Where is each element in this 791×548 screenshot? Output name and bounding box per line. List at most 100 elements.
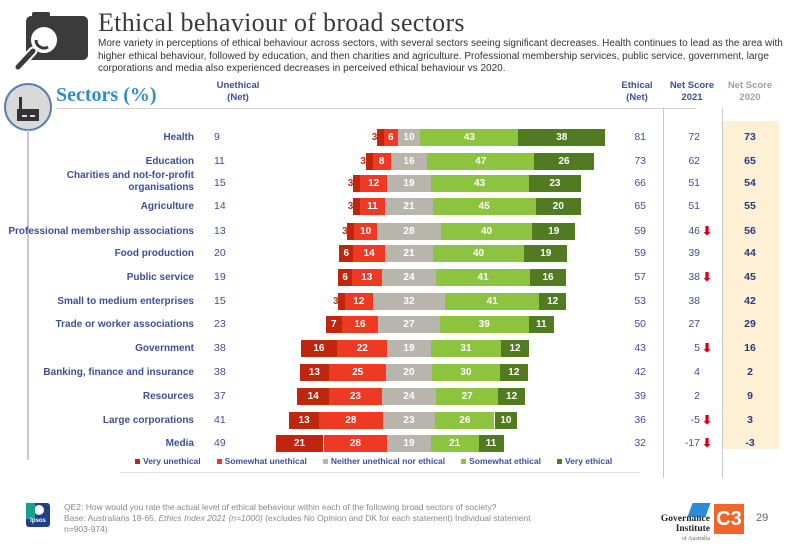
bar-data-label: 24 <box>403 391 415 402</box>
legend-label: Very unethical <box>143 456 201 466</box>
bar-data-label: 16 <box>354 319 366 330</box>
unethical-net-value: 15 <box>214 177 226 189</box>
bar-segment-very-ethical: 12 <box>538 293 567 310</box>
bar-segment-very-ethical: 11 <box>478 435 504 452</box>
bar-data-label: 28 <box>403 226 415 237</box>
bar-data-label: 16 <box>542 272 554 283</box>
bar-segment-neither: 28 <box>377 223 441 240</box>
net-score-2021-value: 51 <box>688 200 700 212</box>
bar-segment-very-unethical: 14 <box>297 388 330 405</box>
section-divider <box>56 108 696 109</box>
unethical-net-value: 14 <box>214 200 226 212</box>
net-score-2020-value: 44 <box>744 247 756 259</box>
bar-data-label: 41 <box>477 272 489 283</box>
bar-data-label: 13 <box>308 367 320 378</box>
ethical-net-value: 65 <box>634 200 646 212</box>
bar-data-label: 23 <box>549 178 561 189</box>
ethical-net-value: 32 <box>634 437 646 449</box>
bar-segment-very-unethical: 13 <box>299 364 330 381</box>
bar-segment-somewhat-ethical: 41 <box>445 293 539 310</box>
bar-segment-somewhat-unethical: 25 <box>329 364 387 381</box>
bar-segment-very-unethical: 6 <box>339 245 354 262</box>
net-score-2021-value: -17 <box>684 437 700 449</box>
bar-segment-very-ethical: 19 <box>532 223 576 240</box>
bar-segment-somewhat-unethical: 28 <box>323 435 388 452</box>
bar-segment-somewhat-unethical: 28 <box>318 412 383 429</box>
row-label: Charities and not-for-profit organisation… <box>66 170 194 193</box>
bar-data-label: 31 <box>460 343 472 354</box>
bar-data-label: 11 <box>535 319 547 330</box>
bar-data-label: 19 <box>403 343 415 354</box>
decrease-arrow-icon: ⬇ <box>702 270 713 284</box>
bar-segment-somewhat-ethical: 21 <box>430 435 479 452</box>
unethical-net-value: 19 <box>214 271 226 283</box>
bar-segment-very-ethical: 19 <box>524 245 568 262</box>
net-score-2020-value: 29 <box>744 318 756 330</box>
bar-segment-neither: 23 <box>382 412 436 429</box>
bar-data-label: 6 <box>342 272 348 283</box>
net-score-2021-value: -5 <box>690 414 700 426</box>
bar-data-label: 21 <box>293 438 306 449</box>
legend-label: Somewhat ethical <box>469 456 541 466</box>
net-score-2021-value: 38 <box>688 271 700 283</box>
bar-data-label: 16 <box>403 156 415 167</box>
bar-segment-neither: 19 <box>387 435 431 452</box>
bar-data-label: 21 <box>449 438 461 449</box>
bar-data-label: 16 <box>313 343 325 354</box>
bar-segment-somewhat-ethical: 41 <box>436 269 530 286</box>
bar-data-label: 19 <box>403 178 415 189</box>
row-label: Large corporations <box>102 415 194 426</box>
bar-data-label: 13 <box>298 415 310 426</box>
ethical-net-value: 36 <box>634 414 646 426</box>
camera-magnifier-icon <box>8 10 90 72</box>
legend-swatch <box>216 458 222 464</box>
ethical-net-value: 59 <box>634 247 646 259</box>
bar-segment-very-ethical: 20 <box>535 198 582 215</box>
bar-segment-neither: 21 <box>385 198 433 215</box>
bar-segment-neither: 27 <box>378 316 440 333</box>
legend-label: Very ethical <box>564 456 613 466</box>
bar-segment-very-unethical: 3 <box>360 153 373 170</box>
bar-segment-somewhat-unethical: 11 <box>359 198 386 215</box>
bar-segment-neither: 19 <box>387 340 431 357</box>
legend-swatch <box>322 458 328 464</box>
row-label: Education <box>145 156 194 167</box>
column-header-unethical-net: Unethical (Net) <box>216 80 260 103</box>
bar-data-label: 11 <box>485 438 497 449</box>
bar-data-label: 30 <box>460 367 472 378</box>
page-subtitle: More variety in perceptions of ethical b… <box>98 38 783 74</box>
legend-item: Neither unethical nor ethical <box>322 456 446 466</box>
legend-swatch <box>461 458 467 464</box>
legend-label: Neither unethical nor ethical <box>330 456 446 466</box>
bar-segment-very-ethical: 23 <box>528 175 582 192</box>
chart-legend: Very unethical Somewhat unethical Neither … <box>135 456 635 466</box>
bar-segment-somewhat-unethical: 16 <box>341 316 379 333</box>
bar-segment-neither: 20 <box>386 364 432 381</box>
unethical-net-value: 13 <box>214 225 226 237</box>
bar-data-label: 40 <box>472 248 485 259</box>
bar-segment-somewhat-unethical: 6 <box>383 129 398 146</box>
bar-data-label: 3 <box>347 201 354 212</box>
row-label: Resources <box>142 391 194 402</box>
net-score-2021-value: 51 <box>688 177 700 189</box>
bar-segment-somewhat-ethical: 40 <box>432 245 525 262</box>
bar-data-label: 10 <box>403 132 415 143</box>
bar-segment-somewhat-ethical: 45 <box>432 198 536 215</box>
bar-data-label: 13 <box>361 272 373 283</box>
net-score-2020-value: 56 <box>744 225 756 237</box>
bar-data-label: 12 <box>506 391 518 402</box>
bar-segment-very-ethical: 12 <box>497 388 526 405</box>
bar-data-label: 20 <box>552 201 564 212</box>
timeline-divider <box>27 130 29 460</box>
bar-data-label: 10 <box>360 226 372 237</box>
ethical-net-value: 66 <box>634 177 646 189</box>
legend-item: Very ethical <box>556 456 613 466</box>
bar-data-label: 19 <box>548 226 560 237</box>
ipsos-logo: Ipsos <box>26 503 50 527</box>
net-score-2020-value: 73 <box>744 131 756 143</box>
unethical-net-value: 41 <box>214 414 226 426</box>
bar-data-label: 40 <box>480 226 493 237</box>
bar-data-label: 22 <box>356 343 368 354</box>
bar-data-label: 14 <box>307 391 319 402</box>
